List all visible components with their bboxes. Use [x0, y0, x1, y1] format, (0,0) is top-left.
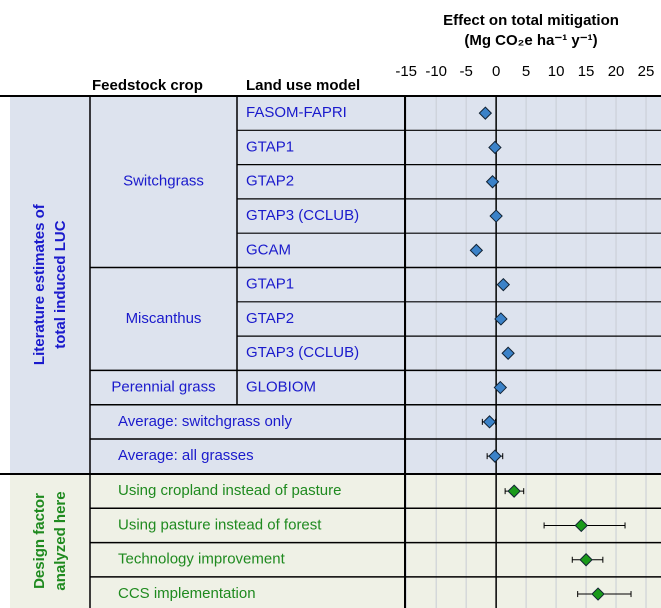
x-tick-label: 0 — [492, 63, 500, 80]
row-label: Using pasture instead of forest — [118, 516, 322, 533]
marker — [574, 518, 588, 533]
backgrounds — [10, 96, 661, 608]
row-label: Average: switchgrass only — [118, 413, 292, 430]
model-label: GCAM — [246, 241, 291, 258]
marker — [496, 277, 511, 292]
crop-label: Perennial grass — [111, 379, 215, 396]
marker — [493, 380, 508, 395]
row-label: Technology improvement — [118, 551, 286, 568]
section-label: Design factor — [31, 493, 48, 589]
section-label: analyzed here — [52, 491, 69, 590]
column-header: Feedstock crop — [92, 77, 203, 94]
marker — [469, 243, 484, 258]
marker — [501, 346, 515, 360]
x-tick-label: 20 — [608, 63, 625, 80]
lines — [0, 95, 661, 608]
grid — [405, 96, 647, 608]
x-tick-label: -5 — [459, 63, 472, 80]
x-tick-label: -15 — [395, 63, 417, 80]
marker — [591, 587, 605, 601]
model-label: GTAP1 — [246, 276, 294, 293]
marker — [507, 484, 521, 498]
marker — [488, 449, 502, 463]
marker — [478, 106, 493, 120]
row-label: CCS implementation — [118, 585, 256, 602]
row-label: Using cropland instead of pasture — [118, 482, 341, 499]
model-label: GTAP2 — [246, 173, 294, 190]
marker — [494, 312, 508, 326]
marker — [579, 553, 593, 567]
section-label: total induced LUC — [52, 220, 69, 348]
model-label: GTAP3 (CCLUB) — [246, 344, 359, 361]
chart-title: Effect on total mitigation — [443, 12, 619, 29]
marker — [485, 175, 500, 189]
section-label: Literature estimates of — [31, 203, 48, 365]
marker — [488, 140, 502, 155]
model-label: GLOBIOM — [246, 379, 316, 396]
x-tick-label: 15 — [578, 63, 595, 80]
marker — [489, 209, 503, 223]
model-label: GTAP3 (CCLUB) — [246, 207, 359, 224]
model-label: FASOM-FAPRI — [246, 104, 347, 121]
section-background — [10, 96, 661, 474]
model-label: GTAP1 — [246, 138, 294, 155]
x-tick-label: 25 — [638, 63, 655, 80]
model-label: GTAP2 — [246, 310, 294, 327]
x-axis-label: (Mg CO₂e ha⁻¹ y⁻¹) — [464, 32, 597, 49]
marks — [469, 106, 632, 601]
section-background — [10, 474, 661, 608]
x-tick-label: -10 — [425, 63, 447, 80]
marker — [482, 415, 497, 429]
x-tick-label: 10 — [548, 63, 565, 80]
crop-label: Switchgrass — [123, 173, 204, 190]
row-label: Average: all grasses — [118, 447, 254, 464]
crop-label: Miscanthus — [126, 310, 202, 327]
column-header: Land use model — [246, 77, 360, 94]
x-tick-label: 5 — [522, 63, 530, 80]
